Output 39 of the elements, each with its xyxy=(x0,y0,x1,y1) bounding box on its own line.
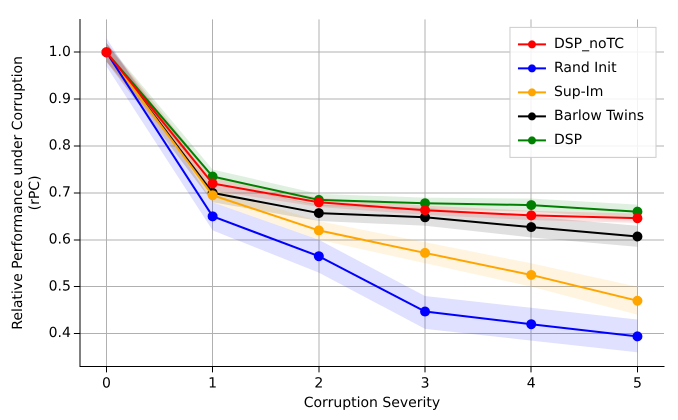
y-tick-label: 0.7 xyxy=(48,184,71,201)
x-tick-label: 0 xyxy=(102,375,111,392)
point xyxy=(208,211,218,222)
legend-label: DSP_noTC xyxy=(554,36,624,52)
point xyxy=(526,200,536,210)
x-tick-label: 5 xyxy=(632,375,642,392)
point xyxy=(526,270,536,280)
x-tick-label: 4 xyxy=(526,375,536,392)
y-tick-label: 0.5 xyxy=(48,278,71,294)
legend-label: Rand Init xyxy=(554,60,618,76)
y-tick-label: 0.9 xyxy=(48,90,71,107)
point xyxy=(208,178,218,189)
point xyxy=(420,306,430,317)
point xyxy=(314,208,324,218)
legend-label: Sup-Im xyxy=(554,84,604,100)
x-tick-label: 1 xyxy=(208,375,218,392)
point xyxy=(632,296,642,306)
y-tick-label: 0.4 xyxy=(48,325,71,342)
y-tick-label: 0.8 xyxy=(48,138,71,154)
point xyxy=(632,232,642,242)
point xyxy=(632,213,642,224)
legend-label: Barlow Twins xyxy=(554,108,644,124)
point xyxy=(420,248,430,258)
y-tick-label: 1.0 xyxy=(48,44,71,60)
y-tick-label: 0.6 xyxy=(48,231,71,248)
point xyxy=(314,197,324,208)
point xyxy=(208,190,218,200)
point xyxy=(314,225,324,236)
x-tick-label: 3 xyxy=(420,375,430,392)
point xyxy=(526,319,536,330)
point xyxy=(314,251,324,262)
y-axis-title: Relative Performance under Corruption (rPC) xyxy=(10,56,43,330)
point xyxy=(526,222,536,232)
point xyxy=(632,331,642,342)
point xyxy=(526,210,536,220)
point xyxy=(420,205,430,216)
x-tick-label: 2 xyxy=(314,375,324,392)
x-axis-title: Corruption Severity xyxy=(304,395,440,412)
legend-label: DSP xyxy=(554,132,582,148)
